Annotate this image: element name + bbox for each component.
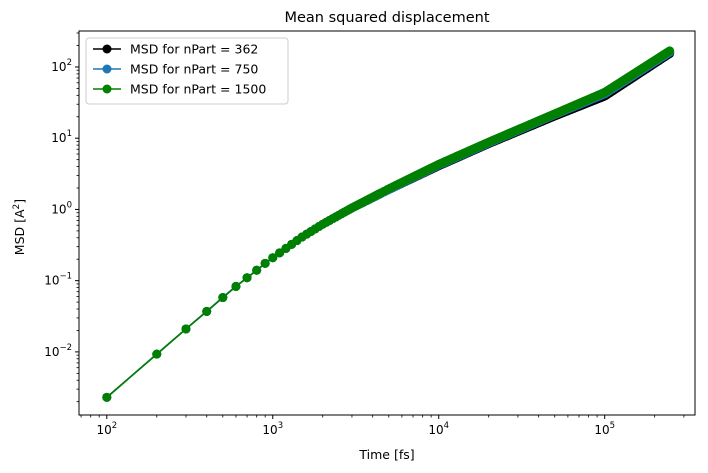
x-tick-label: 103 bbox=[262, 421, 283, 437]
y-tick-label-exp: 0 bbox=[67, 200, 72, 210]
chart-title: Mean squared displacement bbox=[284, 10, 489, 26]
plot-area bbox=[102, 46, 675, 402]
x-tick-label: 102 bbox=[96, 421, 117, 437]
data-point bbox=[152, 349, 162, 359]
legend-marker bbox=[102, 44, 112, 54]
legend-item: MSD for nPart = 750 bbox=[93, 62, 258, 77]
data-point bbox=[275, 248, 285, 258]
y-tick-label-base: 10 bbox=[44, 274, 59, 288]
x-tick-label-base: 10 bbox=[594, 423, 609, 437]
x-tick-label-base: 10 bbox=[262, 423, 277, 437]
y-axis-label-text: MSD [A bbox=[12, 209, 27, 255]
data-point bbox=[252, 265, 262, 275]
legend: MSD for nPart = 362 MSD for nPart = 750 MS… bbox=[85, 37, 289, 105]
data-point bbox=[665, 46, 675, 56]
y-tick-label-base: 10 bbox=[51, 60, 66, 74]
legend-label: MSD for nPart = 362 bbox=[130, 42, 258, 57]
y-tick-label-base: 10 bbox=[51, 202, 66, 216]
y-tick-label: 100 bbox=[51, 200, 72, 216]
y-axis-label-sup: 2 bbox=[12, 204, 22, 210]
legend-box bbox=[85, 37, 289, 105]
y-tick-label: 10−1 bbox=[44, 272, 72, 288]
data-point bbox=[231, 281, 241, 291]
y-tick-label-base: 10 bbox=[51, 131, 66, 145]
y-axis-label: MSD [A2] bbox=[12, 199, 27, 255]
data-point bbox=[218, 293, 228, 303]
legend-label: MSD for nPart = 750 bbox=[130, 62, 258, 77]
y-tick-label-exp: −2 bbox=[59, 343, 72, 353]
legend-item: MSD for nPart = 362 bbox=[93, 42, 258, 57]
x-tick-label: 105 bbox=[594, 421, 615, 437]
x-tick-label-base: 10 bbox=[96, 423, 111, 437]
y-tick-label: 102 bbox=[51, 58, 72, 74]
data-point bbox=[202, 306, 212, 316]
x-tick-label-exp: 2 bbox=[112, 421, 117, 431]
y-axis-label-suffix: ] bbox=[12, 199, 27, 204]
x-tick-label-exp: 5 bbox=[610, 421, 615, 431]
x-tick-label: 104 bbox=[428, 421, 449, 437]
y-tick-label-exp: 2 bbox=[67, 58, 72, 68]
x-axis-label: Time [fs] bbox=[358, 447, 414, 462]
data-point bbox=[102, 392, 112, 402]
data-point bbox=[260, 258, 270, 268]
data-point bbox=[268, 253, 278, 263]
legend-marker bbox=[102, 64, 112, 74]
y-tick-label-base: 10 bbox=[44, 345, 59, 359]
x-tick-label-base: 10 bbox=[428, 423, 443, 437]
y-tick-label: 10−2 bbox=[44, 343, 72, 359]
data-point bbox=[242, 273, 252, 283]
y-tick-label: 101 bbox=[51, 129, 72, 145]
axes-frame bbox=[78, 30, 696, 416]
data-point bbox=[181, 324, 191, 334]
legend-marker bbox=[102, 84, 112, 94]
series-3 bbox=[102, 46, 675, 402]
y-tick-label-exp: −1 bbox=[59, 272, 72, 282]
y-tick-label-exp: 1 bbox=[67, 129, 72, 139]
x-tick-label-exp: 4 bbox=[444, 421, 449, 431]
legend-item: MSD for nPart = 1500 bbox=[93, 82, 266, 97]
x-tick-label-exp: 3 bbox=[278, 421, 283, 431]
legend-label: MSD for nPart = 1500 bbox=[130, 82, 266, 97]
